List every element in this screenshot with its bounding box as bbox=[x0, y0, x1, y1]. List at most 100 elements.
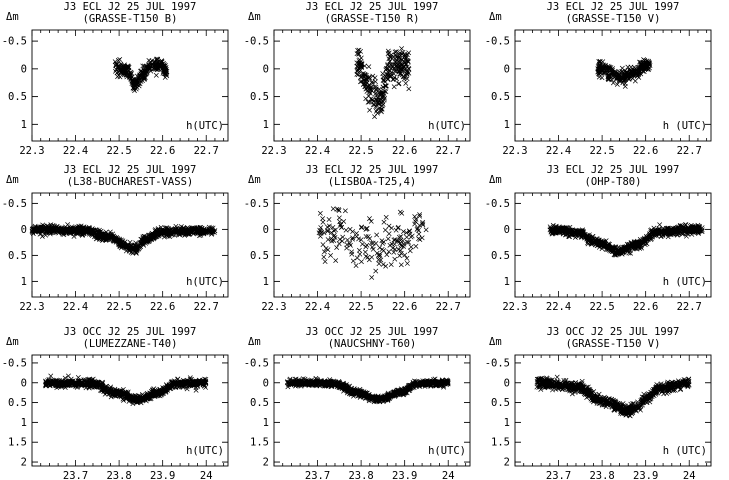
y-tick-label: 0 bbox=[21, 377, 27, 389]
data-point bbox=[354, 71, 360, 77]
data-point bbox=[48, 222, 54, 228]
x-tick-label: 22.5 bbox=[106, 301, 131, 313]
data-point bbox=[336, 215, 342, 221]
data-point bbox=[41, 225, 47, 231]
data-point bbox=[359, 224, 364, 230]
panel-1: J3 ECL J2 25 JUL 1997(GRASSE-T150 B)Δm-0… bbox=[2, 1, 229, 157]
data-point bbox=[617, 72, 623, 78]
y-tick-label: 1.5 bbox=[250, 437, 269, 449]
data-point bbox=[141, 67, 147, 73]
data-point bbox=[150, 233, 156, 239]
data-point bbox=[47, 231, 53, 237]
data-point bbox=[386, 231, 392, 237]
panel-subtitle: (GRASSE-T150 B) bbox=[83, 13, 178, 25]
data-point bbox=[164, 233, 170, 239]
x-tick-label: 22.6 bbox=[633, 301, 658, 313]
data-point bbox=[349, 236, 355, 242]
y-tick-label: 1 bbox=[263, 276, 269, 288]
data-point bbox=[404, 76, 410, 82]
x-tick-label: 22.5 bbox=[348, 145, 373, 157]
data-point bbox=[398, 242, 404, 248]
data-point bbox=[321, 254, 327, 260]
data-point bbox=[376, 86, 382, 92]
data-point bbox=[358, 74, 364, 80]
data-point bbox=[363, 96, 369, 102]
panel-subtitle: (NAUCSHNY-T60) bbox=[328, 338, 417, 350]
y-tick-label: 2 bbox=[263, 457, 269, 469]
panel-title: J3 OCC J2 25 JUL 1997 bbox=[64, 326, 197, 338]
data-point bbox=[50, 228, 56, 234]
data-point bbox=[374, 232, 380, 238]
data-point bbox=[153, 63, 159, 69]
data-point bbox=[382, 95, 388, 101]
y-tick-label: -0.5 bbox=[244, 198, 269, 210]
data-point bbox=[356, 51, 362, 57]
panel-title: J3 ECL J2 25 JUL 1997 bbox=[64, 164, 197, 176]
data-point bbox=[362, 84, 368, 90]
data-point bbox=[153, 56, 159, 62]
data-point bbox=[323, 245, 329, 251]
data-point bbox=[383, 66, 389, 72]
y-axis-label: Δm bbox=[248, 11, 261, 23]
data-point bbox=[596, 59, 602, 65]
data-point bbox=[207, 228, 213, 234]
y-tick-label: 0 bbox=[263, 63, 269, 75]
x-tick-label: 22.6 bbox=[633, 145, 658, 157]
data-point bbox=[393, 59, 399, 65]
data-point bbox=[115, 238, 121, 244]
data-point bbox=[377, 253, 383, 259]
data-point bbox=[416, 236, 422, 242]
data-point bbox=[363, 72, 369, 78]
data-point bbox=[359, 225, 365, 231]
data-point bbox=[379, 246, 385, 252]
data-point bbox=[153, 72, 159, 78]
data-point bbox=[340, 234, 346, 240]
data-point bbox=[370, 97, 376, 103]
data-point bbox=[345, 237, 350, 243]
x-tick-label: 22.6 bbox=[392, 301, 417, 313]
x-tick-label: 22.5 bbox=[106, 145, 131, 157]
data-point bbox=[161, 71, 167, 77]
plot-frame bbox=[273, 29, 471, 142]
data-point bbox=[603, 69, 609, 74]
data-point bbox=[117, 57, 123, 62]
y-tick-label: 1 bbox=[504, 276, 510, 288]
data-point bbox=[385, 63, 390, 69]
y-axis-label: Δm bbox=[489, 11, 502, 23]
data-point bbox=[103, 234, 108, 240]
data-point bbox=[403, 80, 409, 86]
data-point bbox=[626, 72, 631, 78]
y-tick-label: 1 bbox=[263, 119, 269, 131]
data-point bbox=[203, 227, 209, 233]
data-point bbox=[157, 231, 162, 237]
y-tick-label: -0.5 bbox=[485, 36, 510, 48]
panel-2: J3 ECL J2 25 JUL 1997(GRASSE-T150 R)Δm-0… bbox=[244, 1, 471, 157]
data-point bbox=[373, 87, 379, 93]
data-point bbox=[115, 64, 121, 70]
data-point bbox=[378, 106, 384, 112]
data-point bbox=[32, 225, 38, 230]
data-point bbox=[413, 219, 418, 225]
x-tick-label: 22.7 bbox=[436, 145, 461, 157]
data-point bbox=[392, 237, 398, 243]
data-point bbox=[60, 227, 66, 233]
data-point bbox=[641, 62, 647, 68]
data-point bbox=[382, 227, 388, 233]
data-point bbox=[420, 219, 426, 225]
x-axis-label: h(UTC) bbox=[186, 445, 224, 457]
data-point bbox=[115, 57, 121, 63]
data-point bbox=[380, 101, 386, 107]
data-point bbox=[363, 253, 369, 259]
data-point bbox=[55, 226, 61, 232]
data-point bbox=[395, 225, 401, 231]
y-tick-label: 0 bbox=[504, 63, 510, 75]
data-point bbox=[140, 74, 145, 80]
data-point bbox=[417, 213, 423, 219]
data-point bbox=[399, 51, 405, 57]
panel-subtitle: (L38-BUCHAREST-VASS) bbox=[67, 176, 193, 188]
x-tick-label: 22.4 bbox=[546, 301, 571, 313]
data-point bbox=[402, 252, 408, 258]
data-point bbox=[376, 257, 382, 263]
y-axis-label: Δm bbox=[6, 336, 19, 348]
y-axis-label: Δm bbox=[489, 174, 502, 186]
